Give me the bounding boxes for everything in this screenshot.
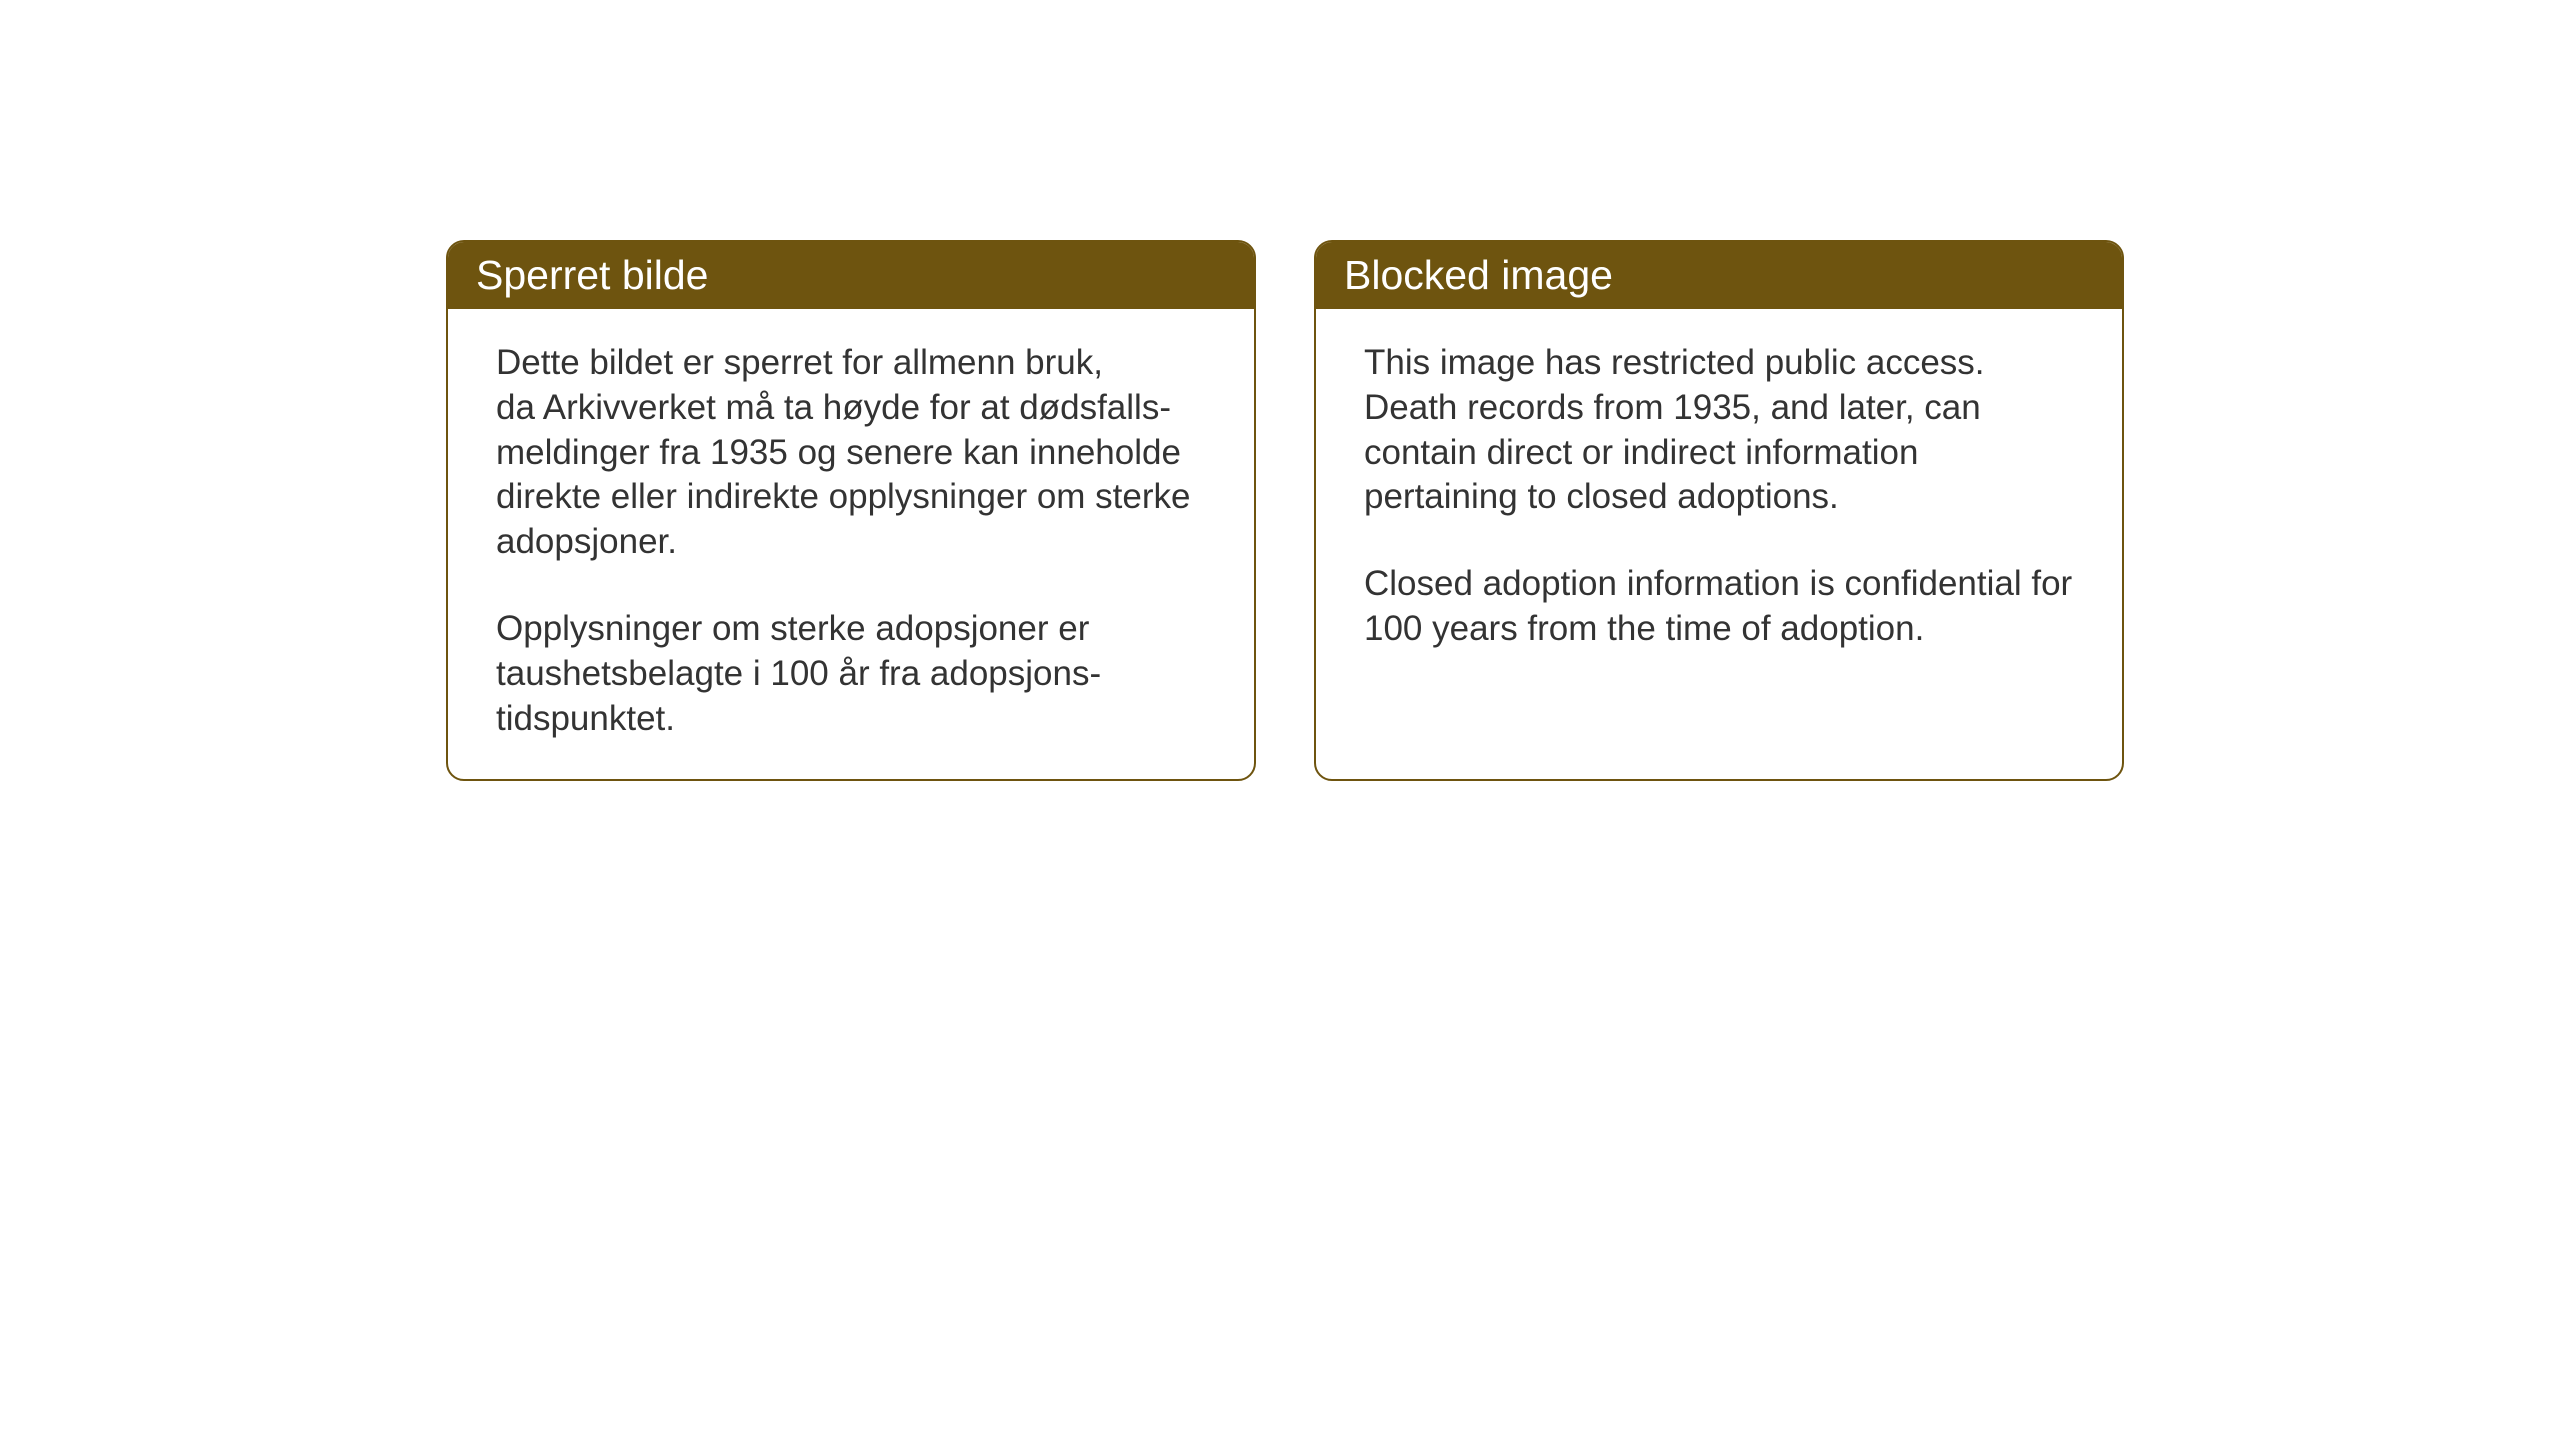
card-paragraph-1-english: This image has restricted public access.…: [1364, 341, 2074, 520]
cards-container: Sperret bilde Dette bildet er sperret fo…: [446, 240, 2124, 781]
card-header-norwegian: Sperret bilde: [448, 242, 1254, 309]
card-body-english: This image has restricted public access.…: [1316, 309, 2122, 690]
card-paragraph-2-norwegian: Opplysninger om sterke adopsjoner er tau…: [496, 607, 1206, 741]
card-header-english: Blocked image: [1316, 242, 2122, 309]
card-paragraph-2-english: Closed adoption information is confident…: [1364, 562, 2074, 652]
card-english: Blocked image This image has restricted …: [1314, 240, 2124, 781]
card-paragraph-1-norwegian: Dette bildet er sperret for allmenn bruk…: [496, 341, 1206, 565]
card-title-english: Blocked image: [1344, 252, 1613, 298]
card-norwegian: Sperret bilde Dette bildet er sperret fo…: [446, 240, 1256, 781]
card-title-norwegian: Sperret bilde: [476, 252, 708, 298]
card-body-norwegian: Dette bildet er sperret for allmenn bruk…: [448, 309, 1254, 779]
